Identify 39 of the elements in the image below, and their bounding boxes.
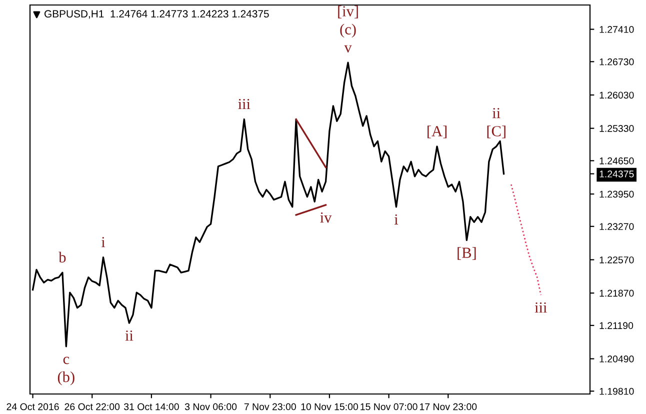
y-tick-label: 1.19810 (600, 388, 634, 395)
annotation: iv (320, 212, 332, 223)
y-tick-label: 1.20490 (600, 356, 634, 362)
x-tick-label: 24 Oct 2016 (6, 403, 59, 410)
x-tick-label: 10 Nov 15:00 (301, 403, 358, 410)
y-tick-label: 1.22570 (600, 256, 634, 264)
annotation: ii (492, 108, 500, 118)
annotation: [B] (458, 247, 476, 260)
annotation: b (58, 252, 66, 263)
y-tick-label: 1.26730 (600, 58, 634, 66)
x-tick-label: 3 Nov 06:00 (184, 403, 237, 410)
annotation: ii (125, 330, 134, 341)
annotation: [iv] (338, 6, 358, 18)
annotation: (b) (58, 371, 74, 386)
y-tick-label: 1.21870 (600, 290, 634, 297)
x-tick-label: 26 Oct 22:00 (64, 403, 120, 410)
annotation: i (101, 237, 106, 248)
annotation: [C] (487, 126, 506, 138)
x-tick-label: 17 Nov 23:00 (420, 403, 477, 410)
y-tick-label: 1.27410 (600, 26, 634, 33)
y-tick-label: 1.24650 (600, 157, 634, 164)
annotation: [A] (428, 126, 446, 138)
y-tick-label: 1.21190 (600, 322, 634, 330)
y-tick-label: 1.23950 (600, 190, 634, 198)
annotation: iii (534, 302, 547, 313)
x-tick-label: 31 Oct 14:00 (124, 403, 179, 410)
x-tick-label: 7 Nov 23:00 (244, 403, 296, 410)
y-tick-label: 1.24375 (600, 170, 634, 178)
chart-title: GBPUSD,H1 1.24764 1.24773 1.24223 1.24375 (44, 10, 269, 19)
annotation: (c) (340, 24, 356, 38)
y-tick-label: 1.25330 (600, 125, 634, 132)
annotation: i (394, 214, 398, 224)
y-tick-label: 1.23270 (600, 223, 634, 230)
y-tick-label: 1.26030 (600, 92, 634, 99)
x-tick-label: 15 Nov 07:00 (360, 403, 418, 410)
annotation: v (344, 45, 352, 53)
annotation: c (63, 356, 70, 364)
annotation: iii (238, 98, 250, 110)
line-series (510, 184, 542, 296)
